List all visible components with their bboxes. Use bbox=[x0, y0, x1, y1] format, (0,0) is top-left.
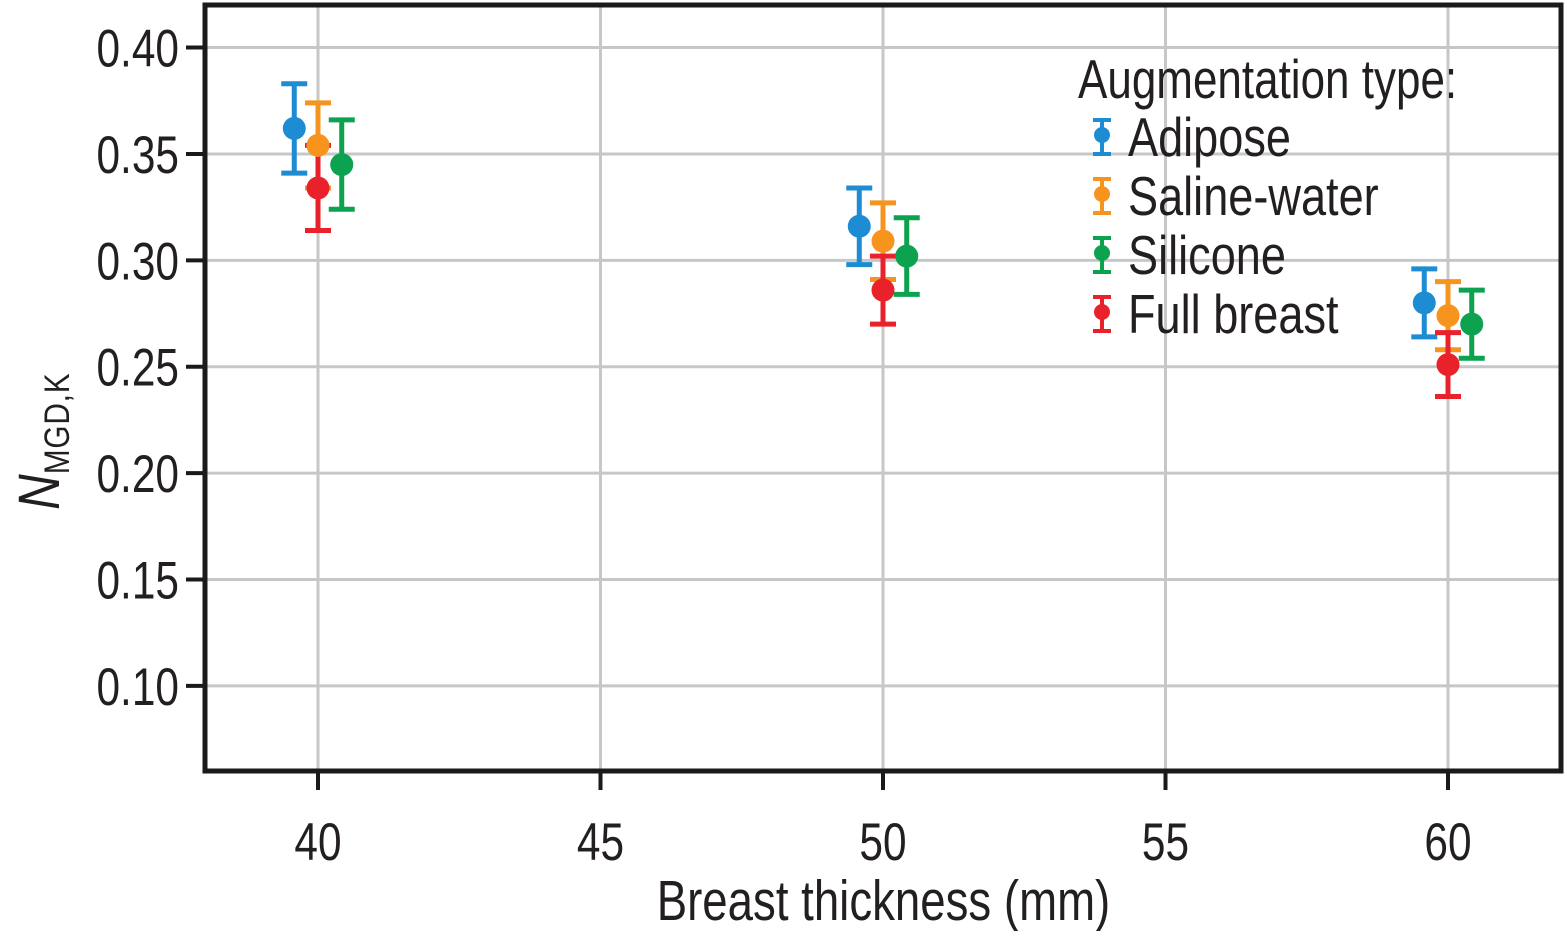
point-full-breast-60 bbox=[1436, 353, 1460, 377]
point-silicone-50 bbox=[895, 244, 919, 268]
marker-captop bbox=[1093, 294, 1111, 299]
tick-label-x-45: 45 bbox=[577, 814, 624, 873]
legend-entry-label: Silicone bbox=[1128, 223, 1286, 286]
tick-label-y-0.15: 0.15 bbox=[96, 552, 179, 611]
x-axis-title-text: Breast thickness (mm) bbox=[656, 869, 1110, 931]
legend-entry-saline-water: Saline-water bbox=[1092, 164, 1552, 227]
y-axis-subscript: MGD,K bbox=[38, 372, 77, 475]
x-axis-title: Breast thickness (mm) bbox=[205, 868, 1561, 931]
point-silicone-40 bbox=[330, 153, 354, 177]
point-adipose-50 bbox=[847, 214, 871, 238]
point-full-breast-50 bbox=[871, 278, 895, 302]
marker-capbot bbox=[1093, 269, 1111, 274]
tick-label-y-0.30: 0.30 bbox=[96, 233, 179, 292]
y-axis-title-text: NMGD,K bbox=[5, 372, 93, 509]
tick-label-y-0.25: 0.25 bbox=[96, 339, 179, 398]
point-saline-water-40 bbox=[306, 133, 330, 157]
legend-entry-full-breast: Full breast bbox=[1092, 282, 1552, 345]
y-axis-symbol: N bbox=[7, 474, 72, 510]
tick-label-x-50: 50 bbox=[859, 814, 906, 873]
marker-dot bbox=[1094, 244, 1110, 261]
marker-capbot bbox=[1093, 328, 1111, 333]
tick-label-x-55: 55 bbox=[1142, 814, 1189, 873]
errorbar-marker-icon bbox=[1092, 176, 1112, 215]
tick-label-x-40: 40 bbox=[294, 814, 341, 873]
y-axis-title: NMGD,K bbox=[5, 329, 77, 553]
errorbar-marker-icon bbox=[1092, 235, 1112, 274]
point-full-breast-40 bbox=[306, 176, 330, 200]
legend-entries: Adipose Saline-water Silicone Full breast bbox=[1092, 105, 1552, 345]
marker-dot bbox=[1094, 303, 1110, 320]
point-adipose-40 bbox=[282, 116, 306, 140]
point-saline-water-60 bbox=[1436, 304, 1460, 328]
tick-label-y-0.40: 0.40 bbox=[96, 20, 179, 79]
tick-label-y-0.20: 0.20 bbox=[96, 446, 179, 505]
point-saline-water-50 bbox=[871, 229, 895, 253]
tick-label-x-60: 60 bbox=[1424, 814, 1471, 873]
marker-capbot bbox=[1093, 151, 1111, 156]
legend-entry-adipose: Adipose bbox=[1092, 105, 1552, 168]
tick-label-y-0.35: 0.35 bbox=[96, 127, 179, 186]
point-adipose-60 bbox=[1412, 291, 1436, 315]
marker-capbot bbox=[1093, 210, 1111, 215]
marker-captop bbox=[1093, 176, 1111, 181]
legend-title-text: Augmentation type: bbox=[1078, 48, 1458, 110]
legend-title: Augmentation type: bbox=[1078, 52, 1552, 107]
marker-captop bbox=[1093, 117, 1111, 122]
errorbar-marker-icon bbox=[1092, 294, 1112, 333]
legend-entry-label: Full breast bbox=[1128, 282, 1339, 345]
point-silicone-60 bbox=[1460, 312, 1484, 336]
legend-entry-silicone: Silicone bbox=[1092, 223, 1552, 286]
plot-border bbox=[202, 2, 1564, 774]
tick-label-y-0.10: 0.10 bbox=[96, 659, 179, 718]
legend: Augmentation type: Adipose Saline-water Si… bbox=[1078, 52, 1552, 345]
marker-captop bbox=[1093, 235, 1111, 240]
errorbar-marker-icon bbox=[1092, 117, 1112, 156]
marker-dot bbox=[1094, 126, 1110, 143]
legend-entry-label: Adipose bbox=[1128, 105, 1291, 168]
marker-dot bbox=[1094, 185, 1110, 202]
legend-entry-label: Saline-water bbox=[1128, 164, 1379, 227]
